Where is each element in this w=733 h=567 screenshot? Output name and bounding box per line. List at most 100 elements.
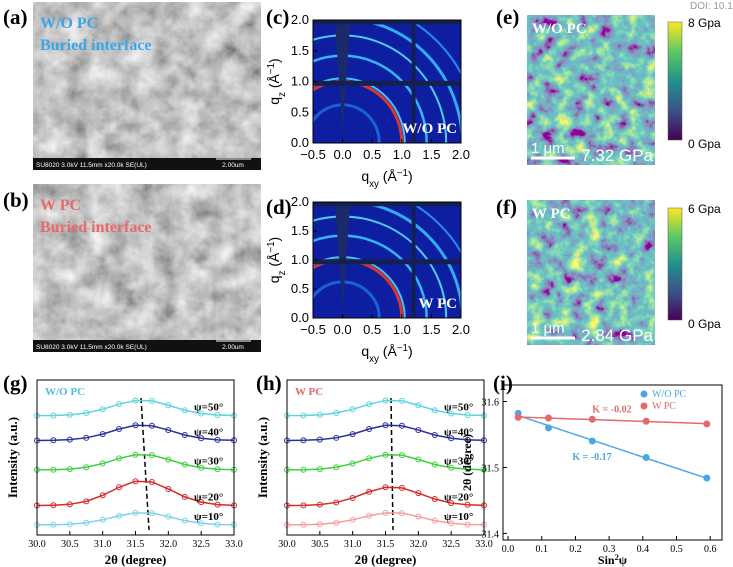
sem-image [33,2,261,170]
data-point [448,410,455,417]
data-point [431,432,438,439]
y-axis-label-part: q [266,275,282,283]
x-tick-label: 0.3 [603,544,616,555]
series-label: ψ=20° [194,491,223,503]
data-point [398,422,405,429]
data-point [382,484,389,491]
data-point [448,464,455,471]
data-point [198,410,205,417]
data-point [148,452,155,459]
data-point [148,510,155,517]
data-point [333,410,340,417]
data-point [382,451,389,458]
x-tick-label: 31.5 [127,539,145,550]
data-point [333,519,340,526]
data-point [116,425,123,432]
data-point [448,520,455,527]
fit-label: K = -0.17 [572,452,611,463]
data-point [132,509,139,516]
x-tick-label: 32.0 [410,539,428,550]
x-tick-label: 30.0 [28,539,46,550]
data-point [50,412,57,419]
data-point [181,517,188,524]
data-point [349,516,356,523]
data-point [83,519,90,526]
y-axis-label-part: ) [266,58,282,63]
data-point [116,455,123,462]
sample-label: W PC [532,206,570,222]
panel-label: (f) [496,195,517,219]
axes-frame [502,384,723,541]
x-axis-label-part: q [361,343,369,359]
data-point [66,466,73,473]
x-axis-label: 2θ (degree) [105,552,167,567]
y-tick-label: 0.0 [291,135,309,150]
colorbar-max: 6 Gpa [688,202,721,216]
data-point [366,488,373,495]
data-point [333,464,340,471]
x-axis-label-part: −1 [397,168,408,179]
x-tick-label: 1.0 [393,322,411,337]
x-tick-label: −0.5 [300,322,326,337]
data-point [464,501,471,508]
data-point [66,501,73,508]
x-tick-label: 31.5 [377,539,395,550]
data-point [366,425,373,432]
panel-label: (i) [493,371,513,395]
curve [36,453,235,471]
y-tick-label: 2.0 [291,194,309,209]
data-point [366,401,373,408]
x-tick-label: 1.5 [422,322,440,337]
panel-label: (e) [496,5,519,29]
series-label: ψ=50° [194,401,223,413]
data-point [333,434,340,441]
y-tick-label: 31.4 [482,529,500,540]
data-point [99,516,106,523]
sample-label: W/O PC [40,15,98,32]
data-point [116,484,123,491]
detector-gap [313,202,461,207]
data-point [382,397,389,404]
x-axis-label-part: −1 [397,343,408,354]
data-point [316,436,323,443]
x-axis-label-part: 2 [615,553,619,562]
data-point [366,512,373,519]
colorbar-min: 0 Gpa [688,137,721,151]
data-point [99,431,106,438]
data-point [148,397,155,404]
sem-scale-text: 2.00um [222,344,244,351]
x-tick-label: 0.5 [363,322,381,337]
data-point [165,456,172,463]
data-point [165,402,172,409]
x-tick-label: 30.5 [311,539,329,550]
data-point [300,412,307,419]
data-point [464,412,471,419]
legend-label: W/O PC [652,389,687,400]
x-tick-label: 2.0 [452,322,470,337]
data-point [99,460,106,467]
series-label: ψ=30° [444,456,473,468]
data-point [544,414,552,422]
data-point [366,455,373,462]
sem-footer [33,340,261,352]
data-point [50,466,57,473]
x-tick-label: 0.6 [704,544,717,555]
x-tick-label: 31.0 [344,539,362,550]
data-point [642,454,650,462]
x-tick-label: 2.0 [452,147,470,162]
peak-shift-line [390,397,394,531]
x-axis-label-part: Sin [598,553,615,567]
data-point [398,397,405,404]
giwaxs-wedge [334,20,351,134]
data-point [50,437,57,444]
sem-footer-text: SU8020 3.0kV 11.5mm x20.0k SE(UL) [36,344,147,351]
data-point [132,478,139,485]
detector-gap [411,202,416,318]
x-axis-label: qxy (Å−1) [361,343,412,365]
data-point [349,460,356,467]
x-tick-label: 31.0 [94,539,112,550]
y-tick-label: 2.0 [291,12,309,27]
data-point [132,451,139,458]
data-point [464,436,471,443]
